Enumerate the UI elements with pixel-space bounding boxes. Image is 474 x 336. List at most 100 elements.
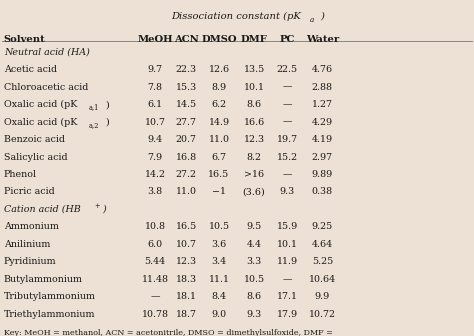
Text: 4.4: 4.4: [246, 240, 262, 249]
Text: 4.19: 4.19: [312, 135, 333, 144]
Text: (3.6): (3.6): [243, 187, 265, 197]
Text: DMSO: DMSO: [201, 35, 237, 44]
Text: 4.76: 4.76: [312, 65, 333, 74]
Text: 10.1: 10.1: [244, 83, 264, 92]
Text: 10.5: 10.5: [244, 275, 264, 284]
Text: 10.64: 10.64: [309, 275, 336, 284]
Text: 15.3: 15.3: [176, 83, 197, 92]
Text: ): ): [105, 100, 109, 109]
Text: 9.5: 9.5: [246, 222, 262, 232]
Text: ): ): [102, 205, 106, 214]
Text: 8.9: 8.9: [211, 83, 227, 92]
Text: 18.7: 18.7: [176, 310, 197, 319]
Text: 7.8: 7.8: [147, 83, 163, 92]
Text: Benzoic acid: Benzoic acid: [4, 135, 65, 144]
Text: Anilinium: Anilinium: [4, 240, 50, 249]
Text: 14.5: 14.5: [176, 100, 197, 109]
Text: 8.2: 8.2: [246, 153, 262, 162]
Text: 9.3: 9.3: [280, 187, 295, 197]
Text: Solvent: Solvent: [4, 35, 46, 44]
Text: 16.5: 16.5: [209, 170, 229, 179]
Text: 8.4: 8.4: [211, 292, 227, 301]
Text: 5.44: 5.44: [145, 257, 165, 266]
Text: 9.4: 9.4: [147, 135, 163, 144]
Text: Acetic acid: Acetic acid: [4, 65, 57, 74]
Text: Ammonium: Ammonium: [4, 222, 59, 232]
Text: 11.9: 11.9: [277, 257, 298, 266]
Text: MeOH: MeOH: [137, 35, 173, 44]
Text: 18.1: 18.1: [176, 292, 197, 301]
Text: DMF: DMF: [241, 35, 267, 44]
Text: 20.7: 20.7: [176, 135, 197, 144]
Text: 8.6: 8.6: [246, 100, 262, 109]
Text: Neutral acid (HA): Neutral acid (HA): [4, 48, 90, 57]
Text: 9.9: 9.9: [315, 292, 330, 301]
Text: —: —: [283, 118, 292, 127]
Text: PC: PC: [280, 35, 295, 44]
Text: 16.8: 16.8: [176, 153, 197, 162]
Text: 11.0: 11.0: [209, 135, 229, 144]
Text: 9.25: 9.25: [312, 222, 333, 232]
Text: —: —: [283, 170, 292, 179]
Text: 0.38: 0.38: [312, 187, 333, 197]
Text: 10.7: 10.7: [176, 240, 197, 249]
Text: 11.48: 11.48: [142, 275, 168, 284]
Text: 18.3: 18.3: [176, 275, 197, 284]
Text: 9.3: 9.3: [246, 310, 262, 319]
Text: 27.2: 27.2: [176, 170, 197, 179]
Text: 19.7: 19.7: [277, 135, 298, 144]
Text: 10.5: 10.5: [209, 222, 229, 232]
Text: 3.8: 3.8: [147, 187, 163, 197]
Text: Oxalic acid (pK: Oxalic acid (pK: [4, 118, 77, 127]
Text: 7.9: 7.9: [147, 153, 163, 162]
Text: 27.7: 27.7: [176, 118, 197, 127]
Text: 6.0: 6.0: [147, 240, 163, 249]
Text: 14.9: 14.9: [209, 118, 229, 127]
Text: a,2: a,2: [89, 121, 99, 129]
Text: 9.89: 9.89: [312, 170, 333, 179]
Text: 12.3: 12.3: [244, 135, 264, 144]
Text: —: —: [283, 100, 292, 109]
Text: 3.4: 3.4: [211, 257, 227, 266]
Text: 3.3: 3.3: [246, 257, 262, 266]
Text: 17.9: 17.9: [277, 310, 298, 319]
Text: —: —: [283, 275, 292, 284]
Text: 10.8: 10.8: [145, 222, 165, 232]
Text: 15.9: 15.9: [277, 222, 298, 232]
Text: 14.2: 14.2: [145, 170, 165, 179]
Text: 16.5: 16.5: [176, 222, 197, 232]
Text: 9.0: 9.0: [211, 310, 227, 319]
Text: 6.7: 6.7: [211, 153, 227, 162]
Text: a,1: a,1: [89, 103, 99, 112]
Text: 10.78: 10.78: [142, 310, 168, 319]
Text: 10.1: 10.1: [277, 240, 298, 249]
Text: 6.1: 6.1: [147, 100, 163, 109]
Text: —: —: [150, 292, 160, 301]
Text: 16.6: 16.6: [244, 118, 264, 127]
Text: a: a: [309, 16, 314, 24]
Text: 15.2: 15.2: [277, 153, 298, 162]
Text: Dissociation constant (pK: Dissociation constant (pK: [171, 12, 301, 21]
Text: >16: >16: [244, 170, 264, 179]
Text: Cation acid (HB: Cation acid (HB: [4, 205, 81, 214]
Text: ): ): [105, 118, 109, 127]
Text: 17.1: 17.1: [277, 292, 298, 301]
Text: Tributylammonium: Tributylammonium: [4, 292, 96, 301]
Text: Salicylic acid: Salicylic acid: [4, 153, 67, 162]
Text: ): ): [319, 12, 324, 21]
Text: 10.72: 10.72: [309, 310, 336, 319]
Text: Butylammonium: Butylammonium: [4, 275, 83, 284]
Text: 4.29: 4.29: [312, 118, 333, 127]
Text: −1: −1: [212, 187, 226, 197]
Text: Chloroacetic acid: Chloroacetic acid: [4, 83, 88, 92]
Text: 13.5: 13.5: [244, 65, 264, 74]
Text: 5.25: 5.25: [312, 257, 333, 266]
Text: 11.0: 11.0: [176, 187, 197, 197]
Text: 8.6: 8.6: [246, 292, 262, 301]
Text: 6.2: 6.2: [211, 100, 227, 109]
Text: —: —: [283, 83, 292, 92]
Text: Key: MeOH = methanol, ACN = acetonitrile, DMSO = dimethylsulfoxide, DMF =: Key: MeOH = methanol, ACN = acetonitrile…: [4, 329, 333, 336]
Text: 11.1: 11.1: [209, 275, 229, 284]
Text: +: +: [94, 202, 100, 210]
Text: 12.3: 12.3: [176, 257, 197, 266]
